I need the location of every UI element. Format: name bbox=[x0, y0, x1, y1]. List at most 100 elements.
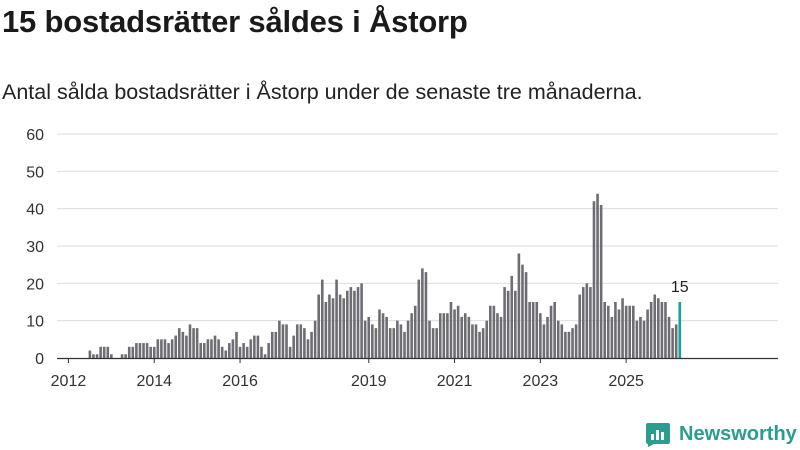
y-tick-label: 10 bbox=[26, 314, 44, 331]
bar bbox=[524, 272, 528, 358]
bar bbox=[406, 320, 410, 358]
bar bbox=[206, 339, 210, 358]
bar bbox=[674, 324, 678, 358]
bar bbox=[632, 305, 635, 358]
bar bbox=[446, 313, 449, 358]
bar bbox=[624, 305, 628, 358]
bar bbox=[614, 302, 617, 358]
latest-value-label: 15 bbox=[671, 279, 689, 296]
y-tick-label: 0 bbox=[35, 351, 44, 368]
bar bbox=[320, 279, 324, 358]
bar bbox=[481, 328, 485, 358]
bar bbox=[328, 294, 331, 358]
bar bbox=[560, 324, 564, 358]
bar bbox=[306, 339, 310, 358]
bar bbox=[185, 335, 188, 358]
bar bbox=[574, 324, 578, 358]
x-tick-label: 2014 bbox=[136, 373, 172, 390]
bar bbox=[610, 316, 614, 358]
bar bbox=[249, 339, 253, 358]
bar bbox=[299, 324, 303, 358]
bar bbox=[335, 279, 338, 358]
bar bbox=[485, 320, 489, 358]
bar bbox=[596, 193, 599, 358]
bar bbox=[220, 346, 224, 358]
bar bbox=[664, 302, 667, 358]
bar bbox=[442, 313, 446, 358]
bar bbox=[542, 324, 546, 358]
bar bbox=[639, 316, 642, 358]
bar bbox=[528, 302, 531, 358]
bar bbox=[471, 324, 474, 358]
bar bbox=[635, 320, 639, 358]
chart-title: 15 bostadsrätter såldes i Åstorp bbox=[2, 4, 468, 39]
bar bbox=[149, 346, 152, 358]
bar bbox=[653, 294, 657, 358]
bar bbox=[213, 335, 217, 358]
bar bbox=[646, 309, 649, 358]
bar bbox=[657, 298, 660, 358]
bar bbox=[535, 302, 539, 358]
bar bbox=[585, 283, 589, 358]
bar bbox=[260, 346, 263, 358]
bar bbox=[342, 298, 346, 358]
bar bbox=[499, 316, 503, 358]
bar bbox=[521, 264, 524, 358]
bar bbox=[621, 298, 624, 358]
bar bbox=[253, 335, 256, 358]
bar bbox=[396, 320, 399, 358]
bar bbox=[138, 343, 142, 358]
bar bbox=[503, 287, 506, 358]
bar bbox=[120, 354, 124, 358]
y-tick-label: 40 bbox=[26, 202, 44, 219]
bar bbox=[349, 287, 353, 358]
bar bbox=[92, 354, 95, 358]
bar bbox=[467, 316, 471, 358]
bar bbox=[274, 331, 278, 358]
x-tick-label: 2016 bbox=[222, 373, 258, 390]
bar bbox=[581, 287, 585, 358]
x-tick-label: 2023 bbox=[523, 373, 559, 390]
bar bbox=[199, 343, 203, 358]
bar bbox=[338, 294, 342, 358]
chart-subtitle: Antal sålda bostadsrätter i Åstorp under… bbox=[2, 80, 643, 104]
bar bbox=[245, 346, 249, 358]
bar bbox=[517, 253, 521, 358]
bar bbox=[195, 328, 199, 358]
bar bbox=[567, 331, 571, 358]
bar bbox=[449, 302, 453, 358]
bar bbox=[131, 346, 135, 358]
bar bbox=[188, 324, 192, 358]
bar bbox=[256, 335, 260, 358]
bar bbox=[642, 320, 646, 358]
bar bbox=[278, 320, 281, 358]
bar bbox=[235, 331, 238, 358]
x-tick-label: 2025 bbox=[608, 373, 644, 390]
bar bbox=[263, 354, 267, 358]
bar bbox=[506, 290, 510, 358]
bar bbox=[367, 316, 371, 358]
bar bbox=[381, 313, 385, 358]
bar bbox=[388, 328, 392, 358]
bar bbox=[531, 302, 535, 358]
y-tick-label: 60 bbox=[26, 127, 44, 144]
bar bbox=[270, 331, 274, 358]
bar bbox=[163, 339, 167, 358]
bar bbox=[160, 339, 163, 358]
bar bbox=[539, 313, 542, 358]
bar bbox=[628, 305, 632, 358]
bar bbox=[478, 331, 481, 358]
bar bbox=[88, 350, 92, 358]
bar bbox=[99, 346, 102, 358]
bar-chart-logo-icon bbox=[646, 423, 670, 447]
bar bbox=[295, 324, 299, 358]
bar bbox=[142, 343, 145, 358]
x-tick-label: 2012 bbox=[51, 373, 87, 390]
bar bbox=[671, 328, 674, 358]
bar bbox=[110, 354, 113, 358]
bar bbox=[313, 320, 317, 358]
bar bbox=[403, 331, 406, 358]
brand-name: Newsworthy bbox=[679, 422, 797, 445]
bar bbox=[292, 335, 295, 358]
newsworthy-brand[interactable]: Newsworthy bbox=[645, 419, 797, 449]
